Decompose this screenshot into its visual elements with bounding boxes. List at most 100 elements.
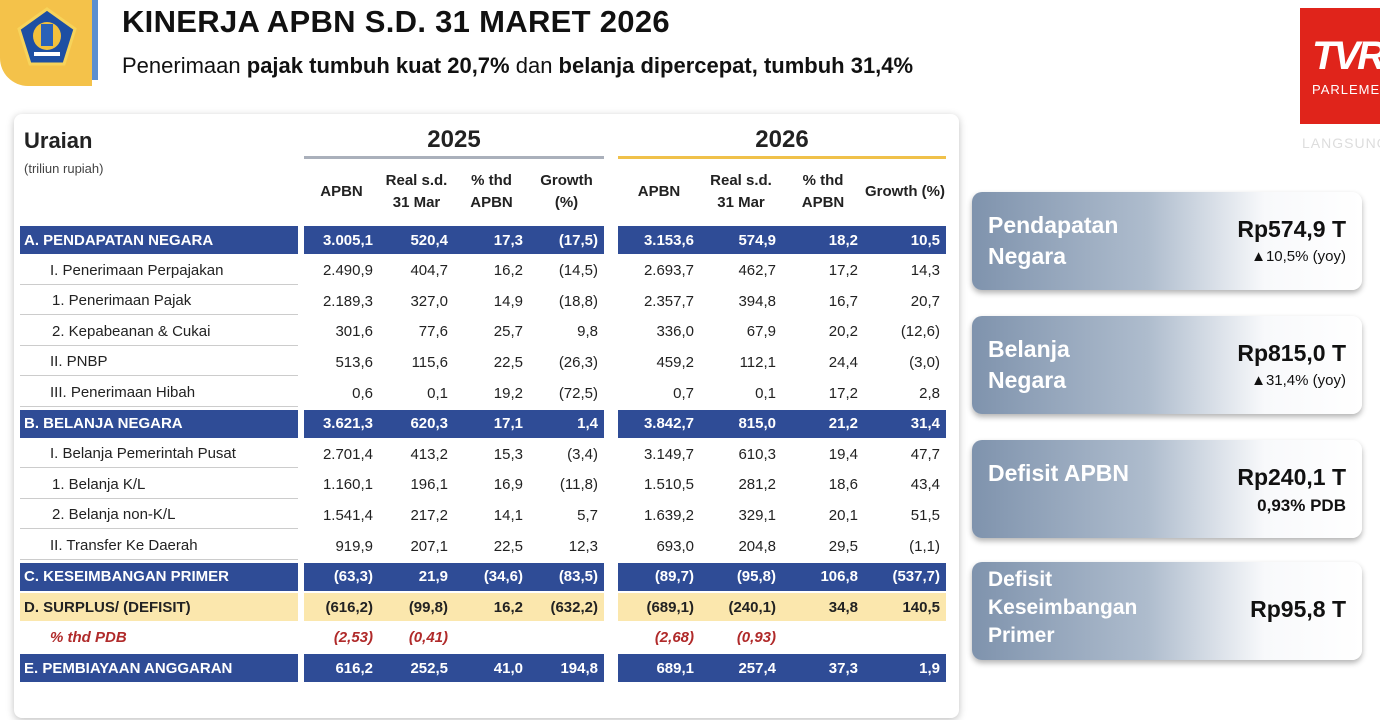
value-cell: 2.693,7: [643, 262, 694, 280]
row-label: II. Transfer Ke Daerah: [20, 532, 298, 560]
value-cell: [529, 624, 604, 652]
row-background: [304, 226, 604, 254]
value-cell: (1,1): [909, 537, 940, 555]
summary-card: Pendapatan Negara Rp574,9 T ▲10,5% (yoy): [972, 192, 1362, 290]
value-cell: 207,1: [410, 537, 448, 555]
row-label: A. PENDAPATAN NEGARA: [24, 231, 214, 249]
value-cell: (17,5): [558, 231, 598, 249]
value-cell: 616,2: [335, 659, 373, 677]
value-cell: 394,8: [738, 292, 776, 310]
value-cell: (0,41): [408, 629, 448, 647]
value-cell: 693,0: [656, 537, 694, 555]
value-cell: (2,68): [654, 629, 694, 647]
value-cell: 1.639,2: [643, 506, 694, 524]
value-cell: 327,0: [410, 292, 448, 310]
value-cell: 19,4: [828, 445, 858, 463]
row-background: [20, 226, 298, 254]
value-cell: 404,7: [410, 262, 448, 280]
row-background: [304, 409, 604, 438]
value-cell: 77,6: [418, 323, 448, 341]
value-cell: (0,93): [736, 629, 776, 647]
unit-label: (triliun rupiah): [24, 161, 104, 176]
value-cell: 29,5: [828, 537, 858, 555]
value-cell: (63,3): [333, 568, 373, 586]
value-cell: 5,7: [577, 506, 598, 524]
value-cell: 16,7: [828, 292, 858, 310]
row-label: I. Belanja Pemerintah Pusat: [20, 440, 298, 469]
value-cell: (2,53): [333, 629, 373, 647]
row-label: III. Penerimaan Hibah: [20, 379, 298, 407]
table-row: A. PENDAPATAN NEGARA 3.005,1 520,4 17,3 (17,…: [20, 226, 946, 254]
year-2025-header: 2025: [427, 126, 481, 153]
value-cell: (11,8): [559, 476, 598, 494]
value-cell: 194,8: [560, 659, 598, 677]
value-cell: (12,6): [900, 323, 940, 341]
value-cell: 217,2: [410, 506, 448, 524]
table-row: 1. Belanja K/L 1.160,1 196,1 16,9 (11,8) 1.51…: [20, 471, 946, 499]
column-header: Growth (%): [865, 183, 945, 200]
card-value: Rp815,0 T: [1237, 340, 1346, 366]
row-background: [304, 593, 604, 622]
value-cell: 15,3: [493, 445, 523, 463]
value-cell: 43,4: [910, 476, 940, 494]
value-cell: (99,8): [408, 598, 448, 616]
row-label: C. KESEIMBANGAN PRIMER: [24, 568, 230, 586]
table-row: B. BELANJA NEGARA 3.621,3 620,3 17,1 1,4 3.84…: [20, 409, 946, 438]
value-cell: 14,1: [493, 506, 523, 524]
value-cell: 24,4: [828, 353, 858, 371]
value-cell: 21,2: [828, 415, 858, 433]
table-row: % thd PDB (2,53) (0,41) (2,68) (0,93): [20, 624, 946, 652]
value-cell: 815,0: [738, 415, 776, 433]
value-cell: 610,3: [738, 445, 776, 463]
row-background: [618, 562, 946, 591]
table-row: II. Transfer Ke Daerah 919,9 207,1 22,5 12,3…: [20, 532, 946, 560]
table-row: C. KESEIMBANGAN PRIMER (63,3) 21,9 (34,6) (8…: [20, 562, 946, 591]
table-row: D. SURPLUS/ (DEFISIT) (616,2) (99,8) 16,2 (6…: [20, 593, 946, 622]
table-row: 1. Penerimaan Pajak 2.189,3 327,0 14,9 (18,8…: [20, 287, 946, 316]
value-cell: 0,7: [673, 384, 694, 402]
year-2026-header: 2026: [755, 126, 809, 153]
value-cell: 2.189,3: [322, 292, 373, 310]
row-background: [618, 593, 946, 622]
value-cell: 257,4: [738, 659, 776, 677]
card-subvalue: ▲31,4% (yoy): [1251, 372, 1346, 389]
row-label: 1. Penerimaan Pajak: [20, 287, 298, 316]
row-background: [304, 654, 604, 683]
value-cell: 16,9: [493, 476, 523, 494]
value-cell: 204,8: [738, 537, 776, 555]
value-cell: 1.160,1: [322, 476, 373, 494]
value-cell: 459,2: [656, 353, 694, 371]
card-label: Defisit Keseimbangan Primer: [988, 568, 1138, 647]
row-label: 2. Kepabeanan & Cukai: [20, 318, 298, 346]
value-cell: 1.541,4: [322, 506, 373, 524]
value-cell: 17,2: [828, 384, 858, 402]
value-cell: 20,7: [910, 292, 940, 310]
value-cell: 413,2: [410, 445, 448, 463]
column-header: % thd APBN: [801, 172, 845, 211]
year-2025-underline: [304, 156, 604, 159]
value-cell: (3,0): [909, 353, 940, 371]
value-cell: (18,8): [558, 292, 598, 310]
value-cell: 115,6: [411, 353, 448, 371]
value-cell: 22,5: [493, 537, 523, 555]
tv-channel-logo: TVR PARLEMEN: [1300, 8, 1380, 124]
row-background: [20, 562, 298, 591]
row-label: % thd PDB: [50, 629, 127, 647]
column-header: APBN: [637, 183, 681, 200]
table-row: I. Belanja Pemerintah Pusat 2.701,4 413,2 1…: [20, 440, 946, 469]
value-cell: 520,4: [410, 231, 448, 249]
value-cell: 1.510,5: [643, 476, 694, 494]
value-cell: 67,9: [746, 323, 776, 341]
value-cell: (240,1): [728, 598, 776, 616]
row-background: [20, 654, 298, 683]
value-cell: 252,5: [410, 659, 448, 677]
value-cell: 620,3: [410, 415, 448, 433]
value-cell: 12,3: [568, 537, 598, 555]
row-label: D. SURPLUS/ (DEFISIT): [24, 598, 191, 616]
row-background: [618, 226, 946, 254]
value-cell: 10,5: [910, 231, 940, 249]
value-cell: (616,2): [325, 598, 373, 616]
value-cell: (72,5): [558, 384, 598, 402]
table-row: III. Penerimaan Hibah 0,6 0,1 19,2 (72,5) 0,7…: [20, 379, 946, 407]
row-background: [20, 593, 298, 622]
